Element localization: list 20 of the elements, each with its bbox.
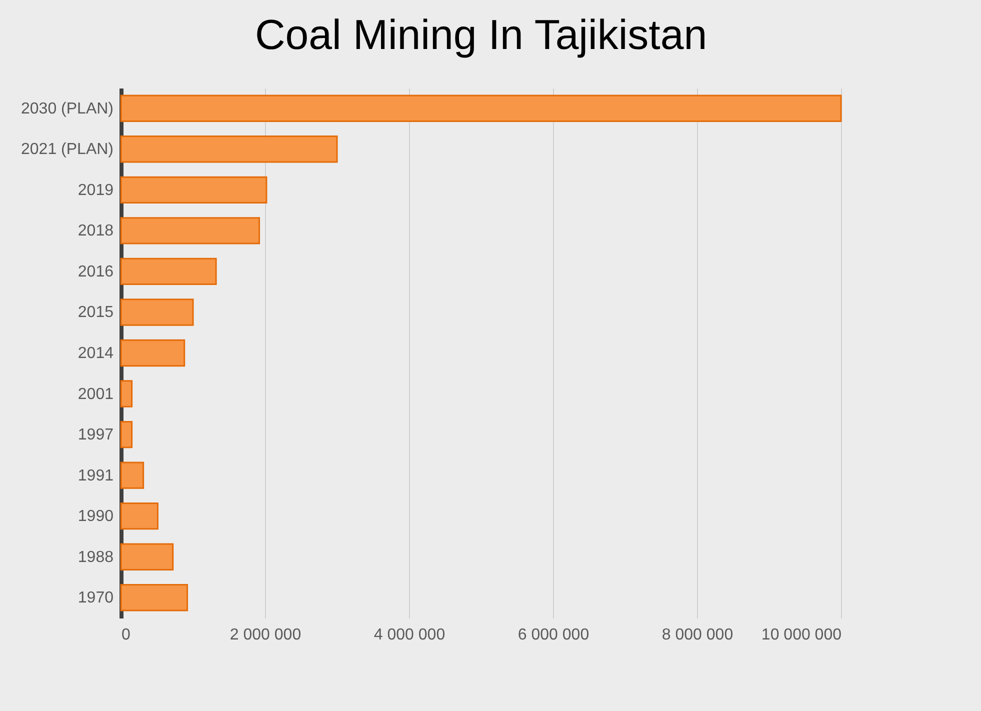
- x-tick-label: 6 000 000: [518, 626, 590, 644]
- x-tick-label: 0: [122, 626, 130, 644]
- y-tick-label: 2030 (PLAN): [21, 100, 114, 118]
- y-tick-label: 2014: [78, 345, 114, 362]
- y-tick-label: 1970: [78, 590, 114, 607]
- y-tick-label: 2018: [78, 222, 114, 240]
- y-tick-label: 2019: [78, 182, 114, 199]
- y-tick-label: 1990: [78, 508, 114, 526]
- y-tick-label: 1997: [78, 426, 114, 444]
- y-tick-label: 2016: [78, 263, 114, 280]
- x-tick-label: 8 000 000: [662, 626, 734, 644]
- x-tick-label: 2 000 000: [230, 626, 302, 644]
- y-tick-label: 2021 (PLAN): [21, 141, 114, 158]
- y-tick-label: 2001: [78, 386, 114, 403]
- x-tick-label: 4 000 000: [374, 626, 446, 644]
- y-tick-label: 1988: [78, 548, 114, 566]
- x-tick-label: 10 000 000: [761, 626, 842, 644]
- y-tick-label: 1991: [78, 467, 114, 484]
- chart-title: Coal Mining In Tajikistan: [254, 11, 708, 58]
- y-tick-label: 2015: [78, 304, 114, 322]
